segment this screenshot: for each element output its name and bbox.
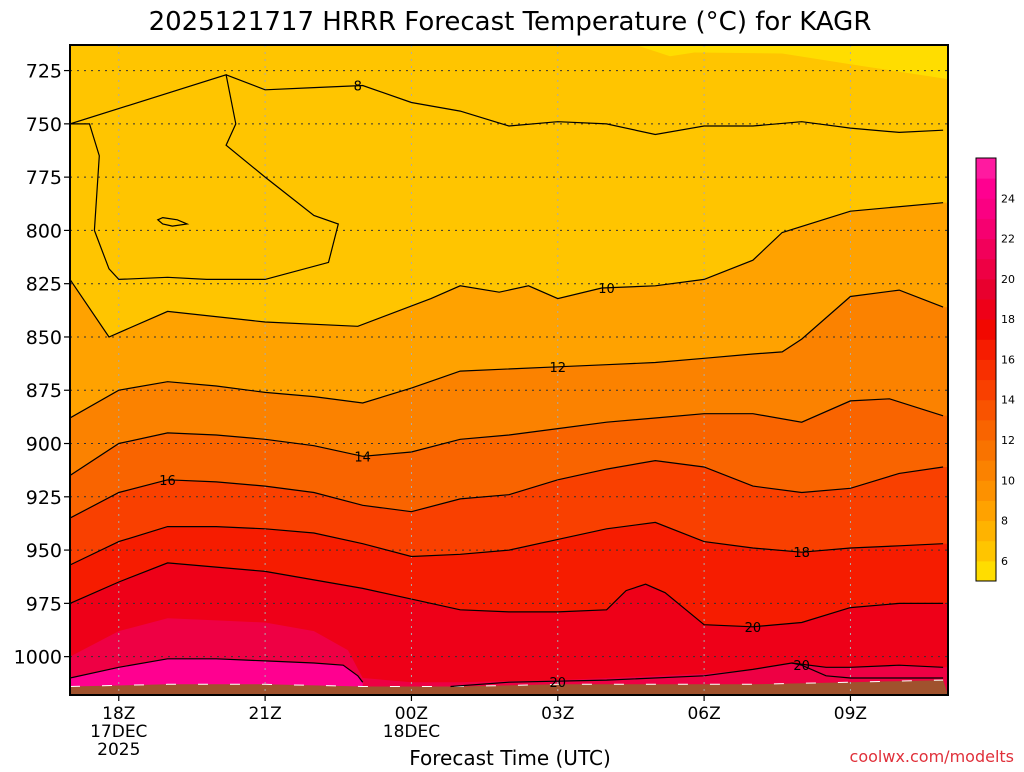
colorbar-tick-label: 22 [1001,233,1015,246]
contour-label: 12 [550,361,567,376]
contour-line [450,662,944,688]
contour-line [70,562,944,628]
y-tick-label: 775 [26,167,62,189]
colorbar-swatch [976,339,996,360]
contour-line [156,216,190,227]
contour-line [70,658,364,683]
y-tick-label: 1000 [14,647,62,669]
y-tick-label: 725 [26,61,62,83]
colorbar-swatch [976,440,996,461]
y-tick-label: 925 [26,487,62,509]
y-tick-label: 900 [26,434,62,456]
contour-line [70,521,944,566]
colorbar-swatch [976,278,996,300]
colorbar-tick-label: 10 [1001,474,1015,487]
contour-label: 8 [354,79,362,94]
x-tick-label: 00Z [395,704,428,724]
x-tick-label: 17DEC [90,722,147,742]
contour-line [70,398,944,477]
colorbar-swatch [976,460,996,481]
colorbar-swatch [976,399,996,421]
contour-label: 18 [793,546,810,561]
y-tick-label: 950 [26,540,62,562]
y-tick-label: 975 [26,593,62,615]
colorbar-swatch [976,238,996,260]
band-fill-26 [70,658,363,687]
colorbar-swatch [976,198,996,219]
contour-label: 16 [159,474,176,489]
colorbar-tick-label: 14 [1001,394,1015,407]
y-tick-label: 800 [26,220,62,242]
colorbar-tick-label: 18 [1001,313,1015,326]
colorbar-tick-label: 12 [1001,434,1015,447]
colorbar-tick-label: 16 [1001,353,1015,366]
x-tick-label: 21Z [248,704,281,724]
colorbar-swatch [976,520,996,542]
x-tick-label: 03Z [541,704,574,724]
contour-label: 20 [550,676,567,691]
y-tick-label: 850 [26,327,62,349]
contour-label: 20 [745,621,762,636]
chart-title: 2025121717 HRRR Forecast Temperature (°C… [149,7,872,37]
colorbar-swatch [976,218,996,240]
colorbar-swatch [976,158,996,179]
contour-label: 10 [598,282,615,297]
colorbar-tick-label: 24 [1001,192,1015,205]
contour-line [70,289,944,419]
colorbar-swatch [976,540,996,562]
colorbar-swatch [976,419,996,441]
colorbar-tick-label: 8 [1001,515,1008,528]
y-tick-label: 825 [26,274,62,296]
y-tick-label: 875 [26,380,62,402]
plot-frame [69,44,949,696]
x-tick-label: 18Z [102,704,135,724]
x-tick-label: 09Z [834,704,867,724]
contour-line [70,74,340,281]
contour-line [70,202,944,338]
contour-line [791,662,944,679]
contour-line [225,74,944,136]
colorbar-swatch [976,379,996,401]
colorbar-swatch [976,319,996,340]
contour-label: 20 [793,659,810,674]
colorbar-frame [975,157,997,582]
x-tick-label: 2025 [97,740,140,760]
colorbar-swatch [976,178,996,199]
x-tick-label: 18DEC [383,722,440,742]
y-tick-label: 750 [26,114,62,136]
x-tick-label: 06Z [687,704,720,724]
colorbar-swatch [976,299,996,320]
colorbar-swatch [976,480,996,501]
contour-line [70,459,944,519]
colorbar-swatch [976,560,996,582]
colorbar-swatch [976,500,996,522]
colorbar-swatch [976,258,996,280]
ground-fill [70,680,948,695]
x-axis-label: Forecast Time (UTC) [409,746,611,768]
colorbar-tick-label: 6 [1001,555,1008,568]
contour-label: 14 [354,450,371,465]
colorbar-tick-label: 20 [1001,273,1015,286]
credit-text: coolwx.com/modelts [850,747,1014,766]
colorbar-swatch [976,359,996,381]
